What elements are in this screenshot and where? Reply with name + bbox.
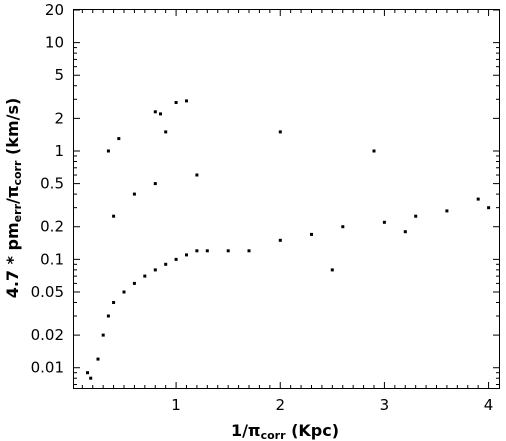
data-point xyxy=(86,371,89,375)
data-point xyxy=(143,274,147,278)
data-point xyxy=(153,268,157,272)
x-tick-label: 2 xyxy=(275,396,285,414)
x-axis: 1 2 3 4 xyxy=(81,10,494,414)
y-tick-label: 0.01 xyxy=(31,359,64,377)
data-point xyxy=(341,225,345,229)
data-point xyxy=(195,249,199,253)
data-point xyxy=(96,357,100,361)
data-point xyxy=(132,281,136,285)
data-point xyxy=(117,137,121,141)
x-axis-label: 1/πcorr (Kpc) xyxy=(231,421,339,441)
data-point xyxy=(372,149,376,153)
y-tick-label: 0.5 xyxy=(40,175,64,193)
data-point xyxy=(185,253,188,257)
data-point xyxy=(278,238,282,242)
plot-frame xyxy=(73,9,500,389)
data-point xyxy=(112,301,116,304)
scatter-points xyxy=(86,99,491,380)
data-point xyxy=(247,249,251,253)
y-tick-label: 0.2 xyxy=(40,218,64,236)
y-axis: 0.01 0.02 0.05 0.1 0.2 0.5 1 2 5 10 20 xyxy=(31,1,499,386)
data-point xyxy=(445,209,449,213)
x-tick-label: 4 xyxy=(484,396,494,414)
data-point xyxy=(106,314,110,318)
y-tick-label: 0.05 xyxy=(31,283,64,301)
data-point xyxy=(153,110,157,114)
data-point xyxy=(174,101,178,104)
data-point xyxy=(195,173,199,177)
data-point xyxy=(112,214,116,218)
x-tick-label: 3 xyxy=(380,396,390,414)
data-point xyxy=(101,333,105,337)
data-point xyxy=(174,257,178,261)
y-tick-label: 20 xyxy=(45,1,64,19)
data-point xyxy=(414,214,418,218)
data-point xyxy=(476,197,480,201)
data-point xyxy=(106,149,110,153)
data-point xyxy=(310,232,313,236)
data-point xyxy=(164,262,168,266)
y-tick-label: 10 xyxy=(45,34,64,52)
y-tick-label: 1 xyxy=(54,142,64,160)
y-tick-label: 0.1 xyxy=(40,250,64,268)
data-point xyxy=(132,192,136,196)
data-point xyxy=(330,268,334,272)
data-point xyxy=(278,130,282,134)
data-point xyxy=(382,220,386,224)
data-point xyxy=(226,249,230,253)
y-axis-label: 4.7 * pmerr/πcorr (km/s) xyxy=(3,98,24,299)
data-point xyxy=(164,130,168,134)
y-tick-label: 0.02 xyxy=(31,326,64,344)
data-point xyxy=(153,182,157,186)
data-point xyxy=(89,376,93,380)
y-tick-label: 5 xyxy=(54,66,64,84)
data-point xyxy=(122,290,126,294)
data-point xyxy=(487,206,491,210)
y-tick-label: 2 xyxy=(54,109,64,127)
data-point xyxy=(159,112,162,116)
data-point xyxy=(205,249,209,253)
x-tick-label: 1 xyxy=(171,396,181,414)
data-point xyxy=(185,99,188,103)
data-point xyxy=(403,230,407,234)
